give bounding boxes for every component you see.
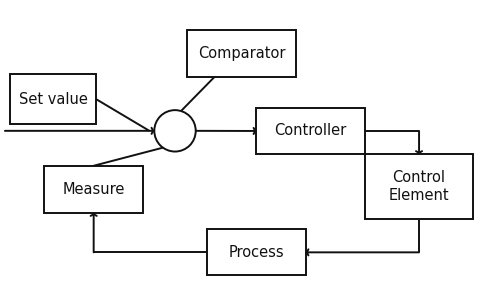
Text: Set value: Set value xyxy=(19,92,87,107)
Text: Controller: Controller xyxy=(275,123,347,139)
Bar xyxy=(365,154,473,219)
Text: Comparator: Comparator xyxy=(198,46,285,61)
Bar xyxy=(207,229,306,275)
Text: Measure: Measure xyxy=(63,182,125,197)
Ellipse shape xyxy=(154,110,196,152)
Bar xyxy=(256,108,365,154)
Text: Control
Element: Control Element xyxy=(389,170,449,203)
Bar xyxy=(44,166,143,213)
Bar xyxy=(10,74,96,124)
Text: Process: Process xyxy=(229,245,284,260)
Bar xyxy=(187,30,296,77)
